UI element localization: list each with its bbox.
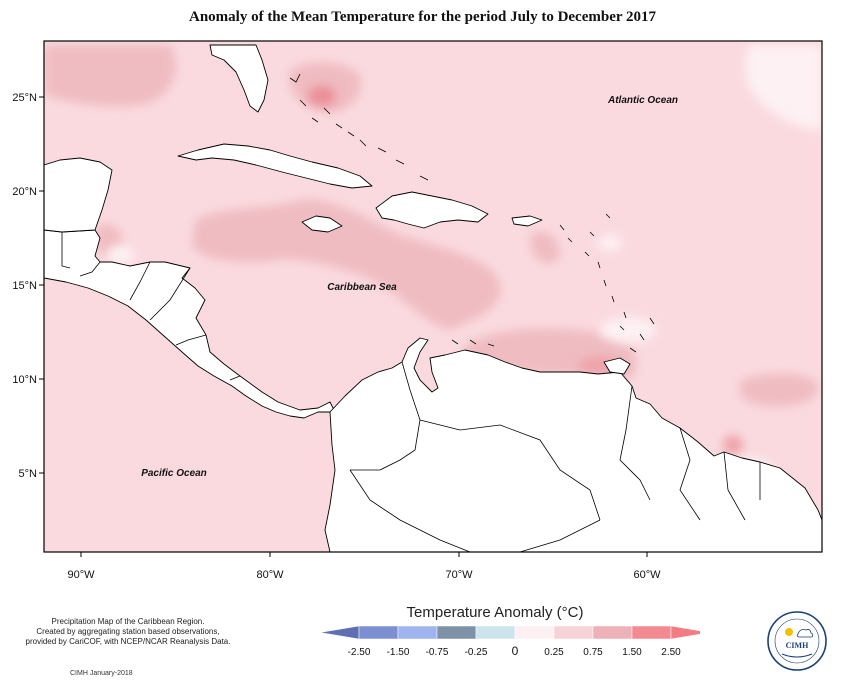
warm-blob-gulf — [44, 45, 176, 107]
lat-tick-label: 15°N — [12, 280, 37, 292]
legend-swatch — [631, 625, 672, 640]
map-frame — [43, 40, 823, 553]
yucatan — [44, 157, 113, 233]
legend-tick-label: -0.75 — [426, 647, 449, 658]
central-america — [44, 229, 335, 419]
hot-spot-guiana — [723, 435, 743, 455]
legend-tick-label: -0.25 — [465, 647, 488, 658]
legend-swatch — [397, 625, 438, 640]
cimh-logo: CIMH — [767, 611, 827, 671]
lon-tick-label: 80°W — [256, 569, 284, 581]
legend-title: Temperature Anomaly (°C) — [406, 604, 584, 621]
temperature-anomaly-map: Atlantic Ocean Caribbean Sea Pacific Oce… — [12, 40, 823, 581]
credit-line-3: provided by CariCOF, with NCEP/NCAR Rean… — [25, 637, 231, 646]
legend-swatch — [592, 625, 633, 640]
legend-swatch — [553, 625, 594, 640]
lon-tick-label: 90°W — [67, 569, 95, 581]
legend-tick-label: 0 — [512, 644, 519, 658]
credit-date: CIMH January-2018 — [70, 670, 133, 677]
neutral-spot-pr — [598, 235, 622, 251]
legend-swatch — [319, 625, 360, 640]
neutral-spot-honduras — [106, 245, 134, 265]
legend-swatch — [436, 625, 477, 640]
legend-tick-label: 2.50 — [661, 647, 681, 658]
trinidad — [603, 357, 631, 375]
map-title: Anomaly of the Mean Temperature for the … — [188, 9, 657, 25]
puerto-rico — [511, 215, 543, 227]
cuba — [177, 143, 373, 189]
credit-line-2: Created by aggregating station based obs… — [36, 627, 220, 636]
legend-tick-label: 0.75 — [583, 647, 603, 658]
cloud-icon — [796, 629, 814, 638]
temperature-legend: -2.50 -1.50 -0.75 -0.25 0 0.25 0.75 1.50 2.50 — [319, 625, 700, 658]
lon-tick-label: 60°W — [633, 569, 661, 581]
logo-text: CIMH — [786, 641, 809, 650]
credit-line-1: Precipitation Map of the Caribbean Regio… — [51, 617, 205, 626]
warm-blob-east — [739, 373, 819, 407]
florida — [209, 44, 269, 113]
atlantic-ocean-label: Atlantic Ocean — [607, 95, 678, 106]
sun-icon — [785, 628, 793, 636]
hispaniola — [375, 191, 489, 229]
landmasses — [44, 44, 822, 552]
country-borders — [61, 232, 761, 552]
warm-blob-caribbean — [192, 199, 501, 330]
pacific-ocean-label: Pacific Ocean — [141, 468, 207, 479]
hot-spot-bahamas — [308, 86, 336, 106]
lat-tick-label: 20°N — [12, 186, 37, 198]
credit-block: Precipitation Map of the Caribbean Regio… — [8, 617, 248, 647]
legend-swatch — [514, 625, 555, 640]
lat-tick-label: 25°N — [12, 92, 37, 104]
south-america — [324, 337, 822, 552]
legend-tick-label: 1.50 — [622, 647, 642, 658]
legend-tick-label: -1.50 — [387, 647, 410, 658]
legend-swatch — [670, 625, 700, 640]
lat-tick-label: 10°N — [12, 374, 37, 386]
legend-swatch — [358, 625, 399, 640]
lon-tick-label: 70°W — [445, 569, 473, 581]
longitude-ticks: 90°W 80°W 70°W 60°W — [67, 552, 661, 581]
neutral-spot-antilles — [600, 317, 656, 343]
map-body — [44, 41, 822, 552]
caribbean-sea-label: Caribbean Sea — [327, 282, 397, 293]
latitude-ticks: 25°N 20°N 15°N 10°N 5°N — [12, 92, 44, 480]
small-islands — [289, 73, 655, 353]
lat-tick-label: 5°N — [19, 468, 38, 480]
legend-tick-label: 0.25 — [544, 647, 564, 658]
legend-tick-label: -2.50 — [348, 647, 371, 658]
warm-blob-lesser-antilles — [530, 231, 560, 264]
neutral-spot-northeast — [745, 45, 822, 130]
legend-swatch — [475, 625, 516, 640]
jamaica — [301, 215, 343, 233]
